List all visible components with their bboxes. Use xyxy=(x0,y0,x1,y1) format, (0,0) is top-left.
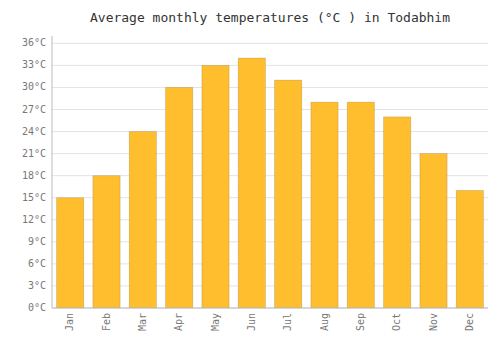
grid-line xyxy=(52,87,488,88)
bars xyxy=(57,58,484,308)
bar xyxy=(129,132,156,308)
x-tick-label: Oct xyxy=(391,313,402,331)
y-tick-label: 36°C xyxy=(22,37,46,48)
bar xyxy=(202,65,229,308)
y-tick-label: 15°C xyxy=(22,192,46,203)
title: Average monthly temperatures (°C ) in To… xyxy=(90,10,450,25)
y-tick-label: 27°C xyxy=(22,104,46,115)
grid-line xyxy=(52,65,488,66)
y-tick-label: 9°C xyxy=(28,236,46,247)
x-tick-labels: Jan Feb Mar Apr May Jun Jul Aug Sep Oct Nov Dec xyxy=(64,313,475,331)
bar xyxy=(311,102,338,308)
bar xyxy=(238,58,265,308)
bar xyxy=(456,190,483,308)
y-tick-label: 12°C xyxy=(22,214,46,225)
bar xyxy=(93,176,120,308)
y-tick-label: 18°C xyxy=(22,170,46,181)
x-tick-label: Jul xyxy=(282,313,293,331)
grid-line xyxy=(52,308,488,309)
grid-line xyxy=(52,109,488,110)
y-axis-line xyxy=(52,36,53,308)
grid-line xyxy=(52,131,488,132)
bar xyxy=(275,80,302,308)
x-tick-label: Feb xyxy=(101,313,112,331)
x-tick-label: Dec xyxy=(464,313,475,331)
bar xyxy=(57,198,84,308)
chart: 0°C 3°C 6°C 9°C 12°C 15°C 18°C 21°C 24°C 27°C 30°C… xyxy=(0,0,500,350)
grid-line xyxy=(52,43,488,44)
grid xyxy=(52,43,488,308)
x-tick-label: Aug xyxy=(319,313,330,331)
bar xyxy=(166,87,193,308)
bar xyxy=(347,102,374,308)
x-tick-label: Sep xyxy=(355,313,366,331)
y-tick-label: 24°C xyxy=(22,126,46,137)
y-tick-label: 21°C xyxy=(22,148,46,159)
x-tick-label: Mar xyxy=(137,313,148,331)
y-tick-label: 3°C xyxy=(28,280,46,291)
x-tick-label: Jun xyxy=(246,313,257,331)
x-axis-line xyxy=(52,308,488,309)
y-tick-label: 33°C xyxy=(22,59,46,70)
y-tick-label: 6°C xyxy=(28,258,46,269)
x-tick-label: Jan xyxy=(64,313,75,331)
x-tick-label: Apr xyxy=(173,313,184,331)
bar xyxy=(420,154,447,308)
x-tick-label: May xyxy=(210,313,221,331)
y-tick-label: 0°C xyxy=(28,302,46,313)
x-tick-label: Nov xyxy=(428,313,439,331)
y-tick-label: 30°C xyxy=(22,81,46,92)
bar xyxy=(384,117,411,308)
y-tick-labels: 0°C 3°C 6°C 9°C 12°C 15°C 18°C 21°C 24°C 27°C 30°C… xyxy=(22,37,46,313)
